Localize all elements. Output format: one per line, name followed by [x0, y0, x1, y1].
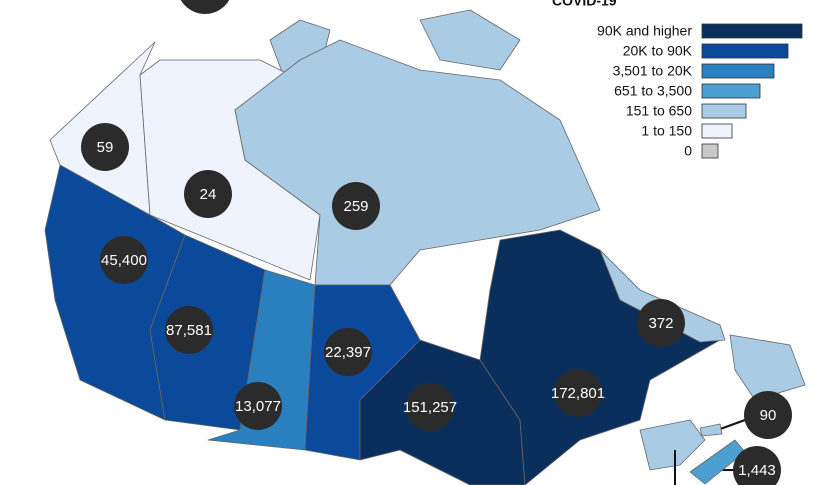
label-marker: [332, 182, 380, 230]
label-marker: [744, 391, 792, 439]
legend-swatch: [701, 63, 775, 79]
region-label: 90: [760, 407, 777, 424]
legend-label: 151 to 650: [626, 103, 692, 119]
province: [699, 423, 723, 437]
label-marker: [733, 446, 781, 485]
region-label: 59: [97, 139, 114, 156]
regions: 59 24 259 45,400 87,581 13,077 22,397 151,257 17…: [44, 39, 806, 485]
region-label: 1,443: [738, 462, 776, 479]
province-part: [729, 334, 806, 401]
label-marker: [637, 299, 685, 347]
label-marker: [100, 236, 148, 284]
region-label: 259: [343, 198, 368, 215]
legend-label: 20K to 90K: [623, 43, 693, 59]
label-marker: [324, 328, 372, 376]
region-label: 151,257: [403, 399, 457, 416]
label-marker: [234, 382, 282, 430]
legend-swatch: [701, 123, 733, 139]
legend-swatch: [701, 83, 761, 99]
legend: 90K and higher 20K to 90K 3,501 to 20K 651 …: [597, 23, 803, 159]
legend-label: 0: [684, 143, 692, 159]
legend-label: 90K and higher: [597, 23, 692, 39]
label-marker: [184, 170, 232, 218]
label-marker: [406, 383, 454, 431]
label-marker: [165, 306, 213, 354]
label-marker: [554, 369, 602, 417]
region-label: 372: [648, 315, 673, 332]
legend-label: 1 to 150: [641, 123, 692, 139]
province: [234, 39, 601, 286]
province: [599, 249, 726, 343]
new-brunswick: [639, 419, 706, 471]
legend-swatch: [701, 103, 747, 119]
legend-label: 3,501 to 20K: [613, 63, 693, 79]
arctic-island: [419, 9, 521, 71]
region-label: 45,400: [101, 252, 147, 269]
legend-swatch: [701, 43, 789, 59]
region-label: 22,397: [325, 344, 371, 361]
region-label: 87,581: [166, 322, 212, 339]
legend-swatch: [701, 23, 803, 39]
region-label: 13,077: [235, 398, 281, 415]
region-label: 172,801: [551, 385, 605, 402]
region-label: 24: [200, 186, 217, 203]
legend-swatch: [701, 143, 719, 159]
legend-label: 651 to 3,500: [614, 83, 692, 99]
label-marker: [81, 123, 129, 171]
cropped-marker: [180, 0, 230, 14]
legend-title: COVID-19: [552, 0, 617, 9]
